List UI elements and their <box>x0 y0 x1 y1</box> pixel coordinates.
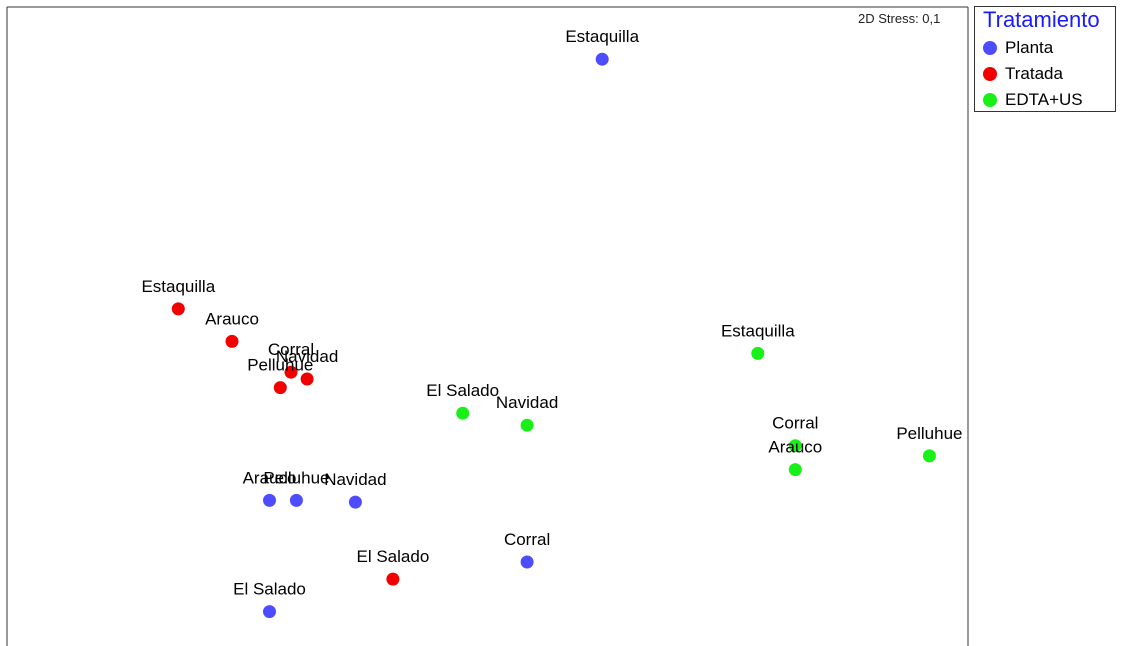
point-label-tratada-estaquilla: Estaquilla <box>141 277 215 296</box>
legend-item-planta: Planta <box>983 38 1053 58</box>
point-edta-us-arauco <box>788 463 802 477</box>
legend-label-edta-us: EDTA+US <box>1005 90 1083 109</box>
legend-dot-edta-us <box>983 93 997 107</box>
point-label-tratada-arauco: Arauco <box>205 309 259 328</box>
point-planta-estaquilla <box>595 52 609 66</box>
point-label-tratada-pelluhue: Pelluhue <box>247 356 313 375</box>
point-label-edta-us-navidad: Navidad <box>496 393 558 412</box>
point-label-edta-us-pelluhue: Pelluhue <box>896 424 962 443</box>
legend-item-edta-us: EDTA+US <box>983 90 1083 110</box>
legend-label-tratada: Tratada <box>1005 64 1063 83</box>
point-label-edta-us-arauco: Arauco <box>768 438 822 457</box>
point-label-edta-us-estaquilla: Estaquilla <box>721 321 795 340</box>
point-tratada-el-salado <box>386 572 400 586</box>
point-label-planta-corral: Corral <box>504 530 550 549</box>
point-planta-corral <box>520 555 534 569</box>
point-tratada-arauco <box>225 334 239 348</box>
legend-dot-tratada <box>983 67 997 81</box>
point-label-edta-us-corral: Corral <box>772 414 818 433</box>
point-tratada-corral <box>284 365 298 379</box>
point-label-planta-el-salado: El Salado <box>233 580 306 599</box>
point-label-planta-arauco: Arauco <box>243 468 297 487</box>
point-edta-us-pelluhue <box>922 449 936 463</box>
point-edta-us-navidad <box>520 418 534 432</box>
point-label-edta-us-el-salado: El Salado <box>426 381 499 400</box>
legend-label-planta: Planta <box>1005 38 1054 57</box>
point-planta-el-salado <box>263 605 276 619</box>
point-label-planta-estaquilla: Estaquilla <box>565 27 639 46</box>
point-tratada-estaquilla <box>171 302 185 316</box>
point-label-planta-navidad: Navidad <box>324 470 386 489</box>
point-label-planta-pelluhue: Pelluhue <box>263 468 329 487</box>
stress-label: 2D Stress: 0,1 <box>858 11 941 26</box>
point-tratada-pelluhue <box>273 381 287 395</box>
legend-dot-planta <box>983 41 997 55</box>
legend-title: Tratamiento <box>983 7 1100 32</box>
point-planta-arauco <box>263 493 276 507</box>
point-edta-us-el-salado <box>456 406 470 420</box>
point-planta-navidad <box>348 495 362 509</box>
point-label-tratada-navidad: Navidad <box>276 347 338 366</box>
point-tratada-navidad <box>300 372 314 386</box>
points-layer: EstaquillaAraucoPelluhueNavidadCorralEl … <box>141 27 962 619</box>
point-planta-pelluhue <box>289 493 303 507</box>
point-edta-us-estaquilla <box>751 346 765 360</box>
legend: Tratamiento Planta Tratada EDTA+US <box>974 6 1116 112</box>
point-label-tratada-corral: Corral <box>268 340 314 359</box>
legend-item-tratada: Tratada <box>983 64 1063 84</box>
point-edta-us-corral <box>788 439 802 453</box>
point-label-tratada-el-salado: El Salado <box>357 547 430 566</box>
